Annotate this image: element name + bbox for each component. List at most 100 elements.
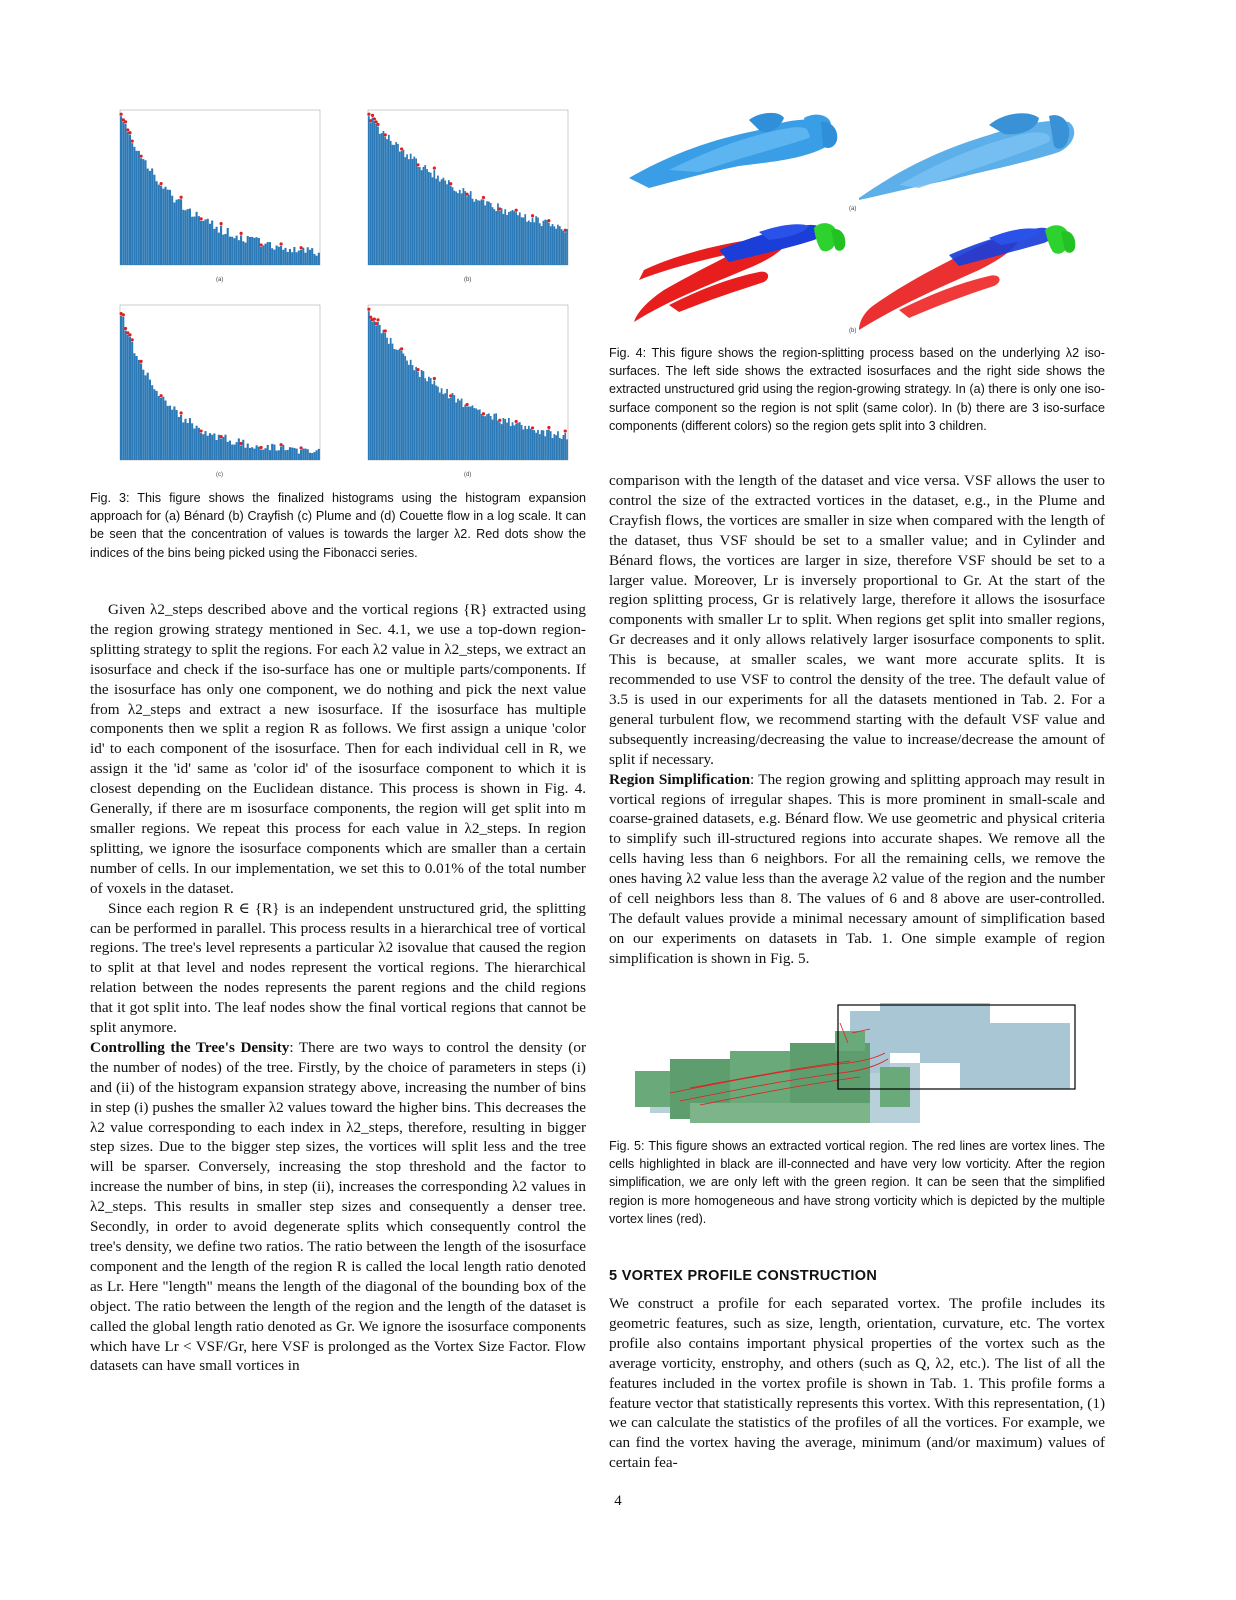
histogram-bar: [528, 220, 530, 265]
histogram-bar: [566, 229, 568, 265]
histogram-bar: [491, 207, 494, 265]
histogram-bar: [288, 447, 291, 460]
figure-4-caption-text: Fig. 4: This figure shows the region-spl…: [609, 346, 1105, 433]
fibonacci-dot: [530, 426, 535, 430]
figure-3-caption: Fig. 3: This figure shows the finalized …: [90, 489, 586, 562]
histogram-bar: [388, 343, 390, 460]
histogram-bar: [549, 431, 552, 460]
fibonacci-dot: [498, 207, 502, 211]
histogram-bar: [520, 217, 523, 265]
histogram-bar: [402, 353, 405, 460]
histogram-bar: [473, 201, 476, 265]
histogram-bar: [293, 247, 296, 265]
histogram-bar: [560, 438, 563, 460]
histogram-bar: [542, 220, 545, 265]
histogram-bar: [377, 321, 379, 460]
fibonacci-dot: [128, 333, 132, 337]
histogram-bar: [511, 422, 514, 460]
histogram-bar: [213, 433, 216, 460]
fibonacci-dot: [259, 243, 263, 247]
histogram-bar: [253, 448, 256, 460]
figure-3: (a) (b) (c) (d): [90, 100, 586, 490]
right-paragraph-1: comparison with the length of the datase…: [609, 472, 1105, 768]
histogram-bar: [378, 133, 381, 265]
histogram-bar: [520, 424, 523, 460]
fibonacci-dot: [126, 128, 130, 132]
histogram-bar: [155, 181, 158, 265]
histogram-bar: [177, 416, 180, 460]
histogram-bar: [371, 117, 374, 265]
fig4-a-isosurface: [629, 112, 838, 188]
histogram-bar: [535, 216, 537, 265]
histogram-bar: [480, 413, 483, 460]
histogram-bar: [193, 216, 196, 265]
fig3-panel-label: (b): [464, 277, 471, 283]
histogram-bar: [529, 428, 532, 460]
histogram-bar: [502, 418, 505, 460]
histogram-bar: [398, 151, 401, 265]
histogram-bar: [542, 430, 545, 460]
histogram-bar: [275, 245, 278, 265]
histogram-bar: [424, 378, 427, 460]
fibonacci-dot: [299, 246, 303, 250]
histogram-bar: [226, 227, 229, 265]
histogram-bar: [173, 202, 176, 265]
histogram-bar: [260, 246, 263, 265]
histogram-bar: [508, 417, 510, 460]
histogram-bar: [168, 405, 171, 460]
histogram-bar: [273, 249, 276, 265]
histogram-bar: [382, 329, 385, 460]
histogram-bar: [464, 404, 467, 460]
histogram-bar: [131, 341, 134, 460]
section-5-heading: 5 VORTEX PROFILE CONSTRUCTION: [609, 1268, 878, 1284]
histogram-bar: [418, 376, 421, 460]
histogram-bar: [458, 400, 461, 460]
histogram-bar: [426, 381, 428, 460]
histogram-bar: [475, 408, 477, 460]
histogram-bar: [446, 184, 448, 265]
controlling-density-text: : There are two ways to control the dens…: [90, 1038, 587, 1375]
histogram-bar: [155, 390, 158, 460]
histogram-bar: [435, 178, 437, 265]
figure-3-caption-text: Fig. 3: This figure shows the finalized …: [90, 491, 586, 560]
histogram-bar: [206, 218, 209, 265]
histogram-bar: [188, 418, 191, 460]
figure-5: [630, 1003, 1080, 1131]
histogram-bar: [457, 193, 459, 265]
histogram-bar: [313, 253, 316, 265]
histogram-bar: [260, 449, 263, 460]
fibonacci-dot: [465, 402, 469, 407]
fig3-panel-4: (d): [367, 304, 569, 478]
histogram-bar: [251, 236, 254, 265]
fibonacci-dot: [416, 367, 420, 372]
histogram-bar: [122, 121, 125, 265]
histogram-bar: [382, 130, 385, 265]
histogram-bar: [424, 165, 427, 265]
histogram-bar: [231, 444, 234, 460]
histogram-bar: [397, 143, 399, 265]
histogram-bar: [464, 191, 467, 265]
histogram-bar: [449, 185, 452, 265]
histogram-bar: [180, 415, 183, 460]
histogram-bar: [248, 447, 251, 460]
histogram-bar: [166, 189, 169, 265]
histogram-bar: [389, 140, 392, 265]
fibonacci-dot: [400, 147, 404, 151]
histogram-bar: [471, 198, 474, 265]
histogram-bar: [300, 449, 303, 460]
right-paragraph-3: We construct a profile for each separate…: [609, 1295, 1105, 1472]
histogram-bar: [513, 425, 516, 460]
fibonacci-dot: [219, 434, 223, 439]
histogram-bar: [500, 208, 503, 265]
histogram-bar: [142, 159, 145, 265]
histogram-bar: [486, 201, 488, 265]
histogram-bar: [315, 450, 318, 460]
histogram-bar: [531, 217, 534, 265]
histogram-bar: [384, 136, 387, 265]
histogram-bar: [137, 150, 140, 265]
histogram-bar: [378, 324, 381, 460]
histogram-bar: [135, 356, 138, 460]
histogram-bar: [120, 116, 123, 265]
histogram-bar: [478, 200, 481, 265]
histogram-bar: [529, 222, 532, 265]
